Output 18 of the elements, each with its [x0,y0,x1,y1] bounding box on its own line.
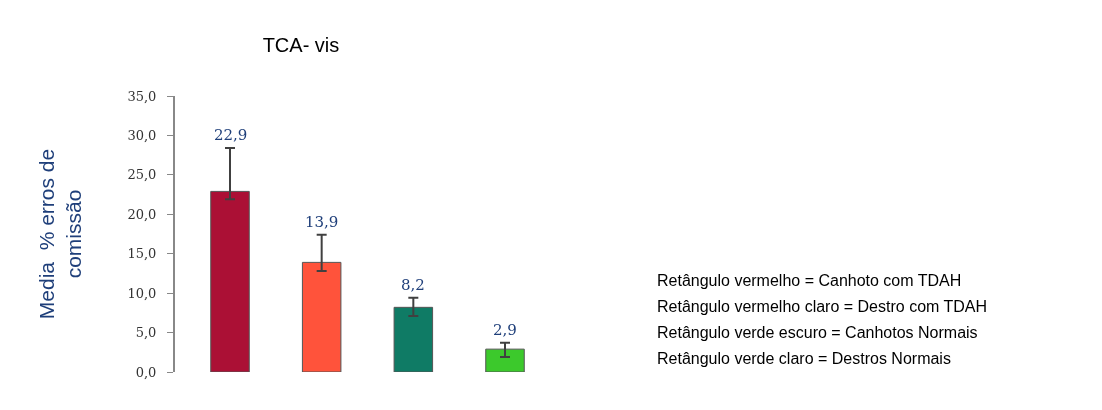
y-tick-label: 5,0 [135,325,157,341]
y-tick-label: 35,0 [127,88,157,104]
y-tick-label: 20,0 [127,206,157,222]
y-tick-label: 0,0 [135,364,157,380]
text: Retângulo vermelho = Canhoto com TDAH [657,272,962,289]
y-axis-title: Media % erros de comissão [34,148,86,320]
y-tick-label: 15,0 [127,246,157,262]
y-tick-label: 25,0 [127,167,157,183]
data-label: 13,9 [305,213,339,231]
data-label: 22,9 [214,126,248,144]
chart-title: TCA- vis [262,34,340,56]
data-label: 8,2 [401,276,425,294]
text: Retângulo vermelho claro = Destro com TDAH [657,298,988,315]
data-label: 2,9 [493,321,517,339]
text: Retângulo verde escuro = Canhotos Normais [657,324,978,341]
text: Retângulo verde claro = Destros Normais [657,350,951,367]
y-tick-label: 10,0 [127,285,157,301]
y-tick-label: 30,0 [127,127,157,143]
